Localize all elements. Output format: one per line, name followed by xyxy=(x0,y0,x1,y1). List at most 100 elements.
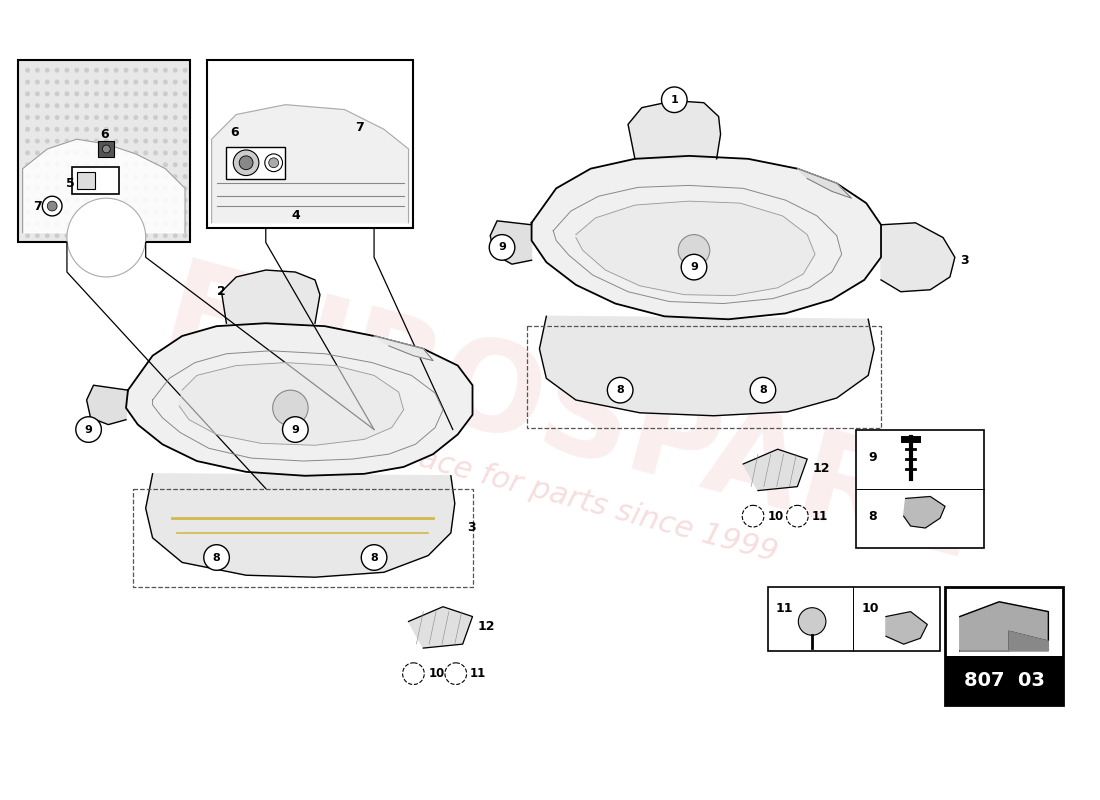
Circle shape xyxy=(75,68,79,73)
Circle shape xyxy=(85,233,89,238)
Circle shape xyxy=(113,210,119,214)
Circle shape xyxy=(153,233,158,238)
Circle shape xyxy=(233,150,258,175)
Circle shape xyxy=(94,68,99,73)
Circle shape xyxy=(163,79,168,85)
Circle shape xyxy=(173,174,178,179)
Circle shape xyxy=(143,79,148,85)
Circle shape xyxy=(45,138,50,143)
Circle shape xyxy=(35,127,40,132)
Circle shape xyxy=(133,186,139,191)
Circle shape xyxy=(143,233,148,238)
Circle shape xyxy=(45,150,50,155)
Circle shape xyxy=(25,103,30,108)
Circle shape xyxy=(25,138,30,143)
Circle shape xyxy=(55,210,59,214)
Bar xyxy=(18,60,190,242)
Circle shape xyxy=(67,198,145,277)
Circle shape xyxy=(113,198,119,202)
Circle shape xyxy=(163,103,168,108)
Circle shape xyxy=(25,150,30,155)
Circle shape xyxy=(25,210,30,214)
Circle shape xyxy=(123,210,129,214)
Circle shape xyxy=(45,198,50,202)
Polygon shape xyxy=(145,474,454,577)
Circle shape xyxy=(65,79,69,85)
Circle shape xyxy=(55,115,59,120)
Circle shape xyxy=(123,68,129,73)
Text: 11: 11 xyxy=(470,667,486,680)
Circle shape xyxy=(76,417,101,442)
Polygon shape xyxy=(904,497,945,528)
Circle shape xyxy=(75,138,79,143)
Circle shape xyxy=(94,162,99,167)
Circle shape xyxy=(173,103,178,108)
Circle shape xyxy=(133,233,139,238)
Circle shape xyxy=(133,150,139,155)
Circle shape xyxy=(786,506,808,527)
Circle shape xyxy=(143,68,148,73)
Circle shape xyxy=(94,150,99,155)
Circle shape xyxy=(183,210,187,214)
Circle shape xyxy=(123,198,129,202)
Circle shape xyxy=(25,186,30,191)
Circle shape xyxy=(35,210,40,214)
Circle shape xyxy=(45,91,50,96)
Circle shape xyxy=(94,138,99,143)
Bar xyxy=(857,430,984,548)
Text: 11: 11 xyxy=(812,510,828,522)
Circle shape xyxy=(102,145,110,153)
Circle shape xyxy=(35,174,40,179)
Circle shape xyxy=(183,138,187,143)
Circle shape xyxy=(94,79,99,85)
Circle shape xyxy=(25,233,30,238)
Circle shape xyxy=(75,186,79,191)
Circle shape xyxy=(25,115,30,120)
Text: 10: 10 xyxy=(861,602,879,615)
Polygon shape xyxy=(886,612,927,644)
Circle shape xyxy=(173,210,178,214)
Circle shape xyxy=(35,115,40,120)
Circle shape xyxy=(153,186,158,191)
Circle shape xyxy=(85,210,89,214)
Circle shape xyxy=(75,103,79,108)
Circle shape xyxy=(123,79,129,85)
Circle shape xyxy=(123,138,129,143)
Circle shape xyxy=(133,79,139,85)
Polygon shape xyxy=(798,169,851,198)
Circle shape xyxy=(143,127,148,132)
Circle shape xyxy=(65,115,69,120)
Text: a place for parts since 1999: a place for parts since 1999 xyxy=(361,430,781,568)
Polygon shape xyxy=(221,270,320,323)
Bar xyxy=(77,172,95,190)
Circle shape xyxy=(45,186,50,191)
Circle shape xyxy=(65,222,69,226)
Polygon shape xyxy=(179,362,404,446)
Bar xyxy=(98,141,114,157)
Circle shape xyxy=(153,103,158,108)
Circle shape xyxy=(133,103,139,108)
Circle shape xyxy=(75,79,79,85)
Text: EUROSPARE: EUROSPARE xyxy=(151,253,991,586)
Circle shape xyxy=(42,196,62,216)
Circle shape xyxy=(103,127,109,132)
Circle shape xyxy=(65,91,69,96)
Circle shape xyxy=(85,127,89,132)
Circle shape xyxy=(273,390,308,426)
Circle shape xyxy=(143,91,148,96)
Circle shape xyxy=(75,115,79,120)
Circle shape xyxy=(183,68,187,73)
Circle shape xyxy=(283,417,308,442)
Circle shape xyxy=(153,138,158,143)
Circle shape xyxy=(85,222,89,226)
Circle shape xyxy=(35,138,40,143)
Circle shape xyxy=(163,174,168,179)
Circle shape xyxy=(55,222,59,226)
Bar xyxy=(527,326,881,427)
Circle shape xyxy=(103,222,109,226)
Circle shape xyxy=(25,68,30,73)
Circle shape xyxy=(65,174,69,179)
Polygon shape xyxy=(628,101,720,159)
Circle shape xyxy=(163,115,168,120)
Circle shape xyxy=(183,150,187,155)
